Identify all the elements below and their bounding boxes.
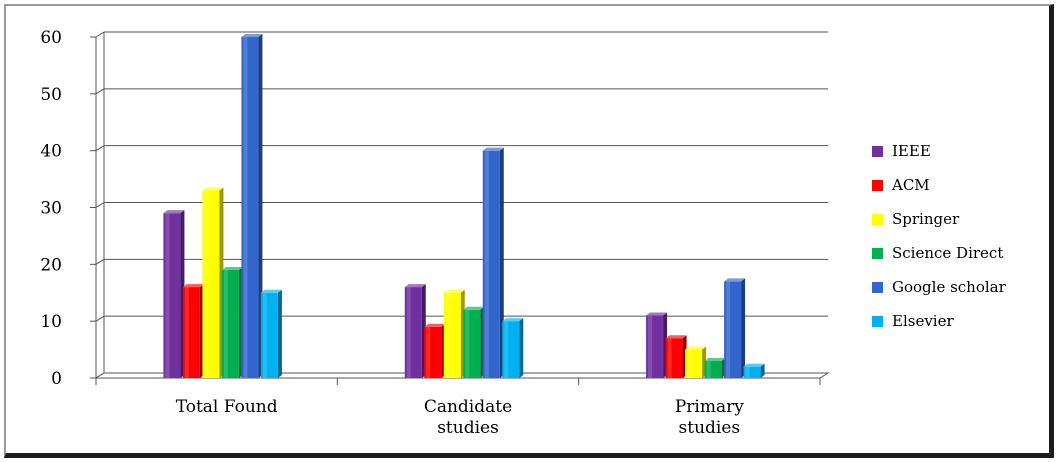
bar	[260, 289, 282, 378]
legend-swatch	[872, 213, 883, 225]
gridline-side	[95, 315, 105, 322]
legend: IEEE ACM Springer Science Direct Google scho…	[872, 134, 1052, 338]
x-category-label: Total Found	[176, 397, 278, 417]
legend-label: Elsevier	[892, 312, 954, 330]
bar	[646, 312, 668, 378]
x-category-label: studies	[437, 418, 499, 438]
legend-swatch	[872, 281, 883, 293]
bar	[221, 267, 243, 378]
bar	[665, 335, 687, 378]
bar	[482, 147, 504, 378]
y-tick-label: 50	[40, 85, 62, 105]
bars	[163, 34, 765, 378]
y-tick-label: 0	[51, 369, 62, 389]
y-tick-label: 40	[40, 142, 62, 162]
legend-label: Google scholar	[892, 278, 1006, 296]
y-tick-label: 10	[40, 312, 62, 332]
bar	[743, 363, 765, 378]
bar	[202, 187, 224, 378]
bar	[182, 284, 204, 378]
y-tick-label: 60	[40, 28, 62, 48]
gridline-side	[95, 258, 105, 265]
legend-label: IEEE	[892, 142, 931, 160]
legend-label: Springer	[892, 210, 960, 228]
legend-swatch	[872, 179, 883, 191]
legend-swatch	[872, 247, 883, 259]
x-category-label: Primary	[675, 397, 744, 417]
y-tick-label: 30	[40, 199, 62, 219]
legend-swatch	[872, 145, 883, 157]
y-axis-ticks: 0 10 20 30 40 50 60	[40, 28, 62, 389]
legend-item: Google scholar	[872, 270, 1052, 304]
legend-label: ACM	[892, 176, 930, 194]
bar	[424, 323, 446, 378]
legend-label: Science Direct	[892, 244, 1004, 262]
bar	[463, 306, 485, 378]
bar	[241, 34, 263, 378]
bar	[724, 278, 746, 378]
legend-item: ACM	[872, 168, 1052, 202]
x-category-label: Candidate	[424, 397, 512, 417]
x-axis-categories: Total Found CandidatestudiesPrimarystudie…	[176, 397, 745, 438]
x-category-label: studies	[679, 418, 741, 438]
gridline-side	[95, 88, 105, 95]
y-tick-label: 20	[40, 255, 62, 275]
gridline-side	[95, 31, 105, 38]
gridline-side	[95, 202, 105, 208]
gridline-side	[95, 145, 105, 152]
bar	[685, 346, 707, 378]
bar	[163, 210, 185, 378]
bar	[443, 289, 465, 378]
legend-item: Science Direct	[872, 236, 1052, 270]
bar	[502, 318, 524, 378]
legend-item: Elsevier	[872, 304, 1052, 338]
legend-item: Springer	[872, 202, 1052, 236]
legend-item: IEEE	[872, 134, 1052, 168]
bar	[704, 357, 726, 378]
bar	[404, 284, 426, 378]
legend-swatch	[872, 315, 883, 327]
